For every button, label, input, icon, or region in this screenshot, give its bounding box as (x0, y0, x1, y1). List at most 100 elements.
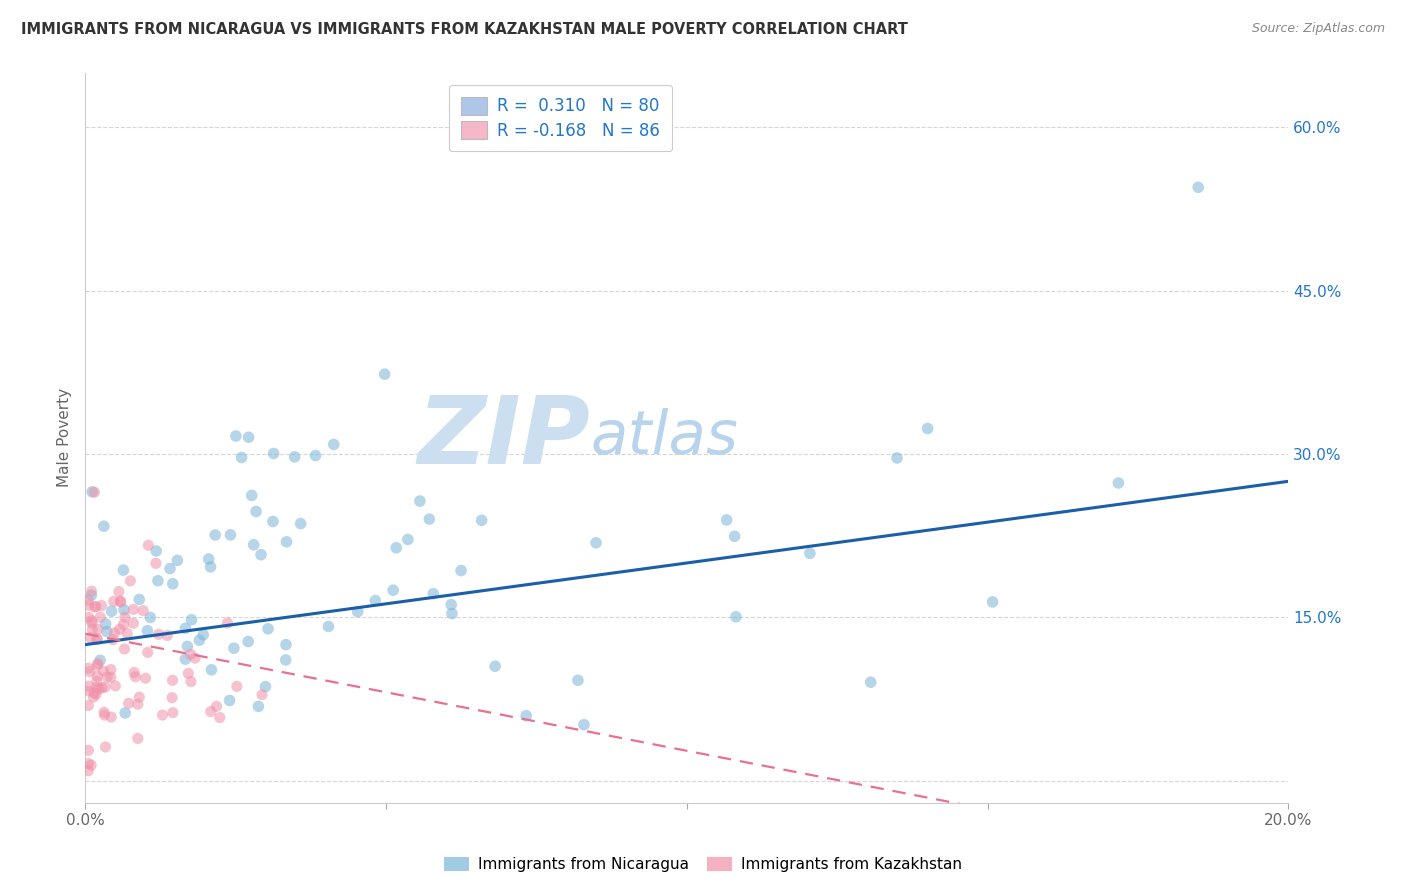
Point (83, 686, 105, 700)
Point (204, 528, 226, 542)
Point (87, 681, 110, 696)
Point (103, 594, 125, 608)
Point (471, 513, 494, 527)
Point (90, 681, 112, 695)
Legend: R =  0.310   N = 80, R = -0.168   N = 86: R = 0.310 N = 80, R = -0.168 N = 86 (449, 85, 672, 152)
Point (162, 706, 184, 720)
Point (100, 663, 122, 677)
Point (93, 705, 115, 719)
Point (135, 671, 157, 685)
Point (276, 534, 298, 549)
Point (90, 599, 112, 613)
Point (84, 599, 107, 614)
Point (80, 584, 103, 599)
Point (77, 764, 100, 778)
Point (346, 605, 368, 619)
Point (112, 603, 135, 617)
Point (77, 610, 100, 624)
Point (382, 583, 405, 598)
Point (86, 622, 108, 636)
Point (77, 698, 100, 713)
Point (245, 504, 267, 518)
Point (127, 698, 149, 712)
Point (218, 693, 240, 707)
Point (238, 634, 260, 648)
Point (799, 546, 821, 560)
Point (886, 450, 908, 465)
Point (80, 614, 103, 628)
Point (124, 670, 146, 684)
Point (136, 645, 159, 659)
Point (585, 536, 607, 550)
Point (86, 658, 108, 673)
Point (162, 576, 184, 591)
Point (188, 633, 211, 648)
Point (83, 600, 105, 615)
Y-axis label: Male Poverty: Male Poverty (58, 388, 72, 487)
Point (184, 651, 207, 665)
Point (108, 622, 131, 636)
Point (83, 485, 105, 500)
Point (374, 367, 396, 381)
Point (82, 623, 104, 637)
Point (83, 690, 105, 704)
Point (364, 593, 387, 607)
Point (93, 708, 115, 723)
Point (396, 533, 419, 547)
Point (200, 663, 222, 677)
Point (94, 616, 117, 631)
Point (117, 696, 139, 710)
Point (114, 706, 136, 720)
Point (174, 652, 197, 666)
Point (440, 607, 463, 621)
Point (409, 494, 432, 508)
Point (422, 587, 444, 601)
Point (290, 516, 312, 531)
Point (162, 673, 184, 688)
Point (219, 528, 242, 542)
Point (77, 661, 100, 675)
Point (104, 679, 127, 693)
Point (86, 632, 108, 646)
Point (177, 666, 200, 681)
Point (440, 598, 463, 612)
Point (89, 653, 111, 667)
Point (80, 616, 103, 631)
Point (484, 659, 506, 673)
Point (222, 641, 245, 656)
Point (156, 628, 179, 642)
Point (108, 584, 131, 599)
Point (122, 616, 145, 631)
Point (87, 657, 110, 671)
Point (145, 557, 167, 571)
Point (86, 632, 108, 647)
Point (176, 640, 198, 654)
Point (250, 548, 273, 562)
Point (132, 604, 155, 618)
Point (82, 484, 104, 499)
Point (114, 610, 136, 624)
Point (114, 642, 136, 657)
Point (242, 538, 264, 552)
Text: ZIP: ZIP (418, 392, 591, 483)
Point (254, 680, 277, 694)
Point (1107, 475, 1129, 490)
Point (197, 552, 219, 566)
Point (152, 708, 174, 723)
Point (77, 599, 100, 613)
Text: atlas: atlas (591, 409, 738, 467)
Point (274, 653, 297, 667)
Point (257, 622, 280, 636)
Point (77, 756, 100, 771)
Point (225, 429, 247, 443)
Point (284, 450, 307, 464)
Point (128, 592, 150, 607)
Point (86, 674, 108, 689)
Point (112, 563, 135, 577)
Point (208, 710, 231, 724)
Point (139, 610, 162, 624)
Point (174, 621, 197, 635)
Point (77, 679, 100, 693)
Point (385, 541, 408, 555)
Point (515, 708, 537, 723)
